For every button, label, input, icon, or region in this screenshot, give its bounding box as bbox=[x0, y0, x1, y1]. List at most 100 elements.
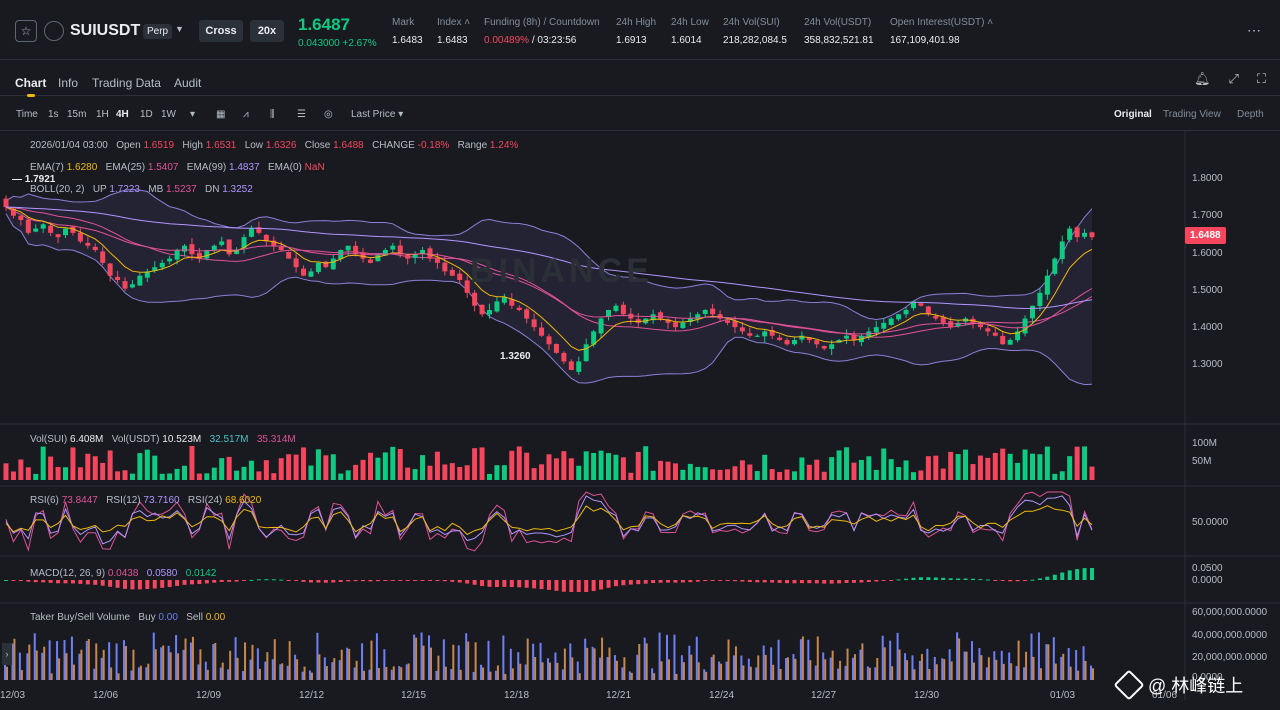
taker-buy-bar bbox=[465, 633, 468, 680]
macd-bar bbox=[628, 580, 633, 585]
macd-bar bbox=[532, 580, 537, 589]
taker-sell-bar bbox=[950, 661, 953, 680]
candle-body bbox=[516, 307, 522, 310]
macd-bar bbox=[859, 580, 864, 583]
price-type-select[interactable]: Last Price ▾ bbox=[351, 109, 404, 120]
ohlc-legend: 2026/01/04 03:00 Open 1.6519 High 1.6531… bbox=[30, 140, 519, 151]
expand-left-icon[interactable]: › bbox=[2, 643, 12, 665]
taker-buy-bar bbox=[770, 647, 773, 680]
ema-legend: EMA(7) 1.6280 EMA(25) 1.5407 EMA(99) 1.4… bbox=[30, 162, 325, 173]
stat-open-interest[interactable]: Open Interest(USDT) ˄ 167,109,401.98 bbox=[890, 17, 994, 46]
candle-body bbox=[204, 250, 210, 259]
taker-sell-bar bbox=[779, 668, 782, 680]
stat-24h-low: 24h Low 1.6014 bbox=[671, 17, 709, 46]
taker-buy-bar bbox=[368, 669, 371, 680]
taker-buy-bar bbox=[123, 640, 126, 680]
taker-sell-bar bbox=[363, 670, 366, 680]
more-icon[interactable]: ⋯ bbox=[1247, 22, 1262, 38]
fullscreen-icon[interactable]: ⛶ bbox=[1256, 71, 1266, 86]
interval-more-icon[interactable]: ▾ bbox=[190, 109, 196, 120]
candle-body bbox=[539, 327, 545, 336]
margin-mode-button[interactable]: Cross bbox=[199, 20, 243, 42]
macd-bar bbox=[1045, 576, 1050, 580]
taker-sell-bar bbox=[266, 652, 269, 680]
candle-body bbox=[851, 334, 857, 340]
volume-bar bbox=[1067, 456, 1073, 480]
taker-buy-bar bbox=[145, 667, 148, 680]
volume-bar bbox=[434, 451, 440, 480]
macd-bar bbox=[375, 580, 380, 582]
volume-bar bbox=[204, 473, 210, 480]
macd-bar bbox=[918, 577, 923, 580]
taker-sell-bar bbox=[95, 643, 98, 680]
taker-sell-bar bbox=[281, 663, 284, 680]
taker-sell-bar bbox=[578, 673, 581, 680]
volume-bar bbox=[725, 469, 731, 480]
macd-bar bbox=[837, 580, 842, 584]
volume-bar bbox=[568, 458, 574, 480]
macd-bar bbox=[405, 580, 410, 581]
tab-chart[interactable]: Chart bbox=[15, 76, 47, 90]
bell-icon[interactable]: 🔔︎ bbox=[1193, 71, 1211, 86]
tab-audit[interactable]: Audit bbox=[174, 76, 202, 90]
taker-sell-bar bbox=[541, 662, 544, 680]
volume-bar bbox=[412, 469, 418, 480]
macd-bar bbox=[517, 580, 522, 588]
taker-sell-bar bbox=[147, 663, 150, 680]
volume-bar bbox=[814, 459, 820, 480]
stat-index[interactable]: Index ˄ 1.6483 bbox=[437, 17, 471, 46]
candle-body bbox=[695, 314, 701, 320]
interval-1s[interactable]: 1s bbox=[48, 109, 59, 120]
tab-trading-data[interactable]: Trading Data bbox=[92, 76, 161, 90]
volume-bar bbox=[1082, 446, 1088, 480]
view-depth[interactable]: Depth bbox=[1237, 109, 1264, 120]
interval-1h[interactable]: 1H bbox=[96, 109, 109, 120]
taker-sell-bar bbox=[876, 658, 879, 680]
macd-bar bbox=[1008, 580, 1013, 582]
taker-sell-bar bbox=[608, 647, 611, 680]
candle-body bbox=[762, 331, 768, 337]
taker-buy-bar bbox=[561, 669, 564, 680]
calendar-icon[interactable]: ▦ bbox=[216, 109, 226, 120]
favorite-star-icon[interactable]: ☆ bbox=[15, 20, 37, 42]
symbol-name[interactable]: SUIUSDT bbox=[70, 22, 141, 39]
macd-bar bbox=[338, 580, 343, 582]
candle-body bbox=[256, 227, 262, 233]
interval-1d[interactable]: 1D bbox=[140, 109, 153, 120]
view-original[interactable]: Original bbox=[1114, 109, 1152, 120]
symbol-dropdown-icon[interactable]: ▼ bbox=[175, 24, 184, 34]
indicator-icon[interactable]: ⩘ bbox=[243, 109, 249, 120]
tab-info[interactable]: Info bbox=[58, 76, 79, 90]
candle-body bbox=[583, 344, 589, 362]
target-icon[interactable]: ◎ bbox=[324, 109, 333, 120]
macd-bar bbox=[814, 580, 819, 584]
taker-sell-bar bbox=[794, 658, 797, 680]
taker-sell-bar bbox=[139, 665, 142, 680]
view-trading-view[interactable]: Trading View bbox=[1163, 109, 1221, 120]
macd-bar bbox=[145, 580, 150, 590]
expand-icon[interactable]: ⤢ bbox=[1228, 71, 1239, 86]
candle-body bbox=[680, 322, 686, 329]
candle-type-icon[interactable]: ⫼ bbox=[270, 109, 275, 120]
volume-bar bbox=[598, 450, 604, 480]
taker-buy-bar bbox=[666, 634, 669, 680]
taker-buy-bar bbox=[502, 635, 505, 680]
volume-bar bbox=[509, 450, 515, 480]
macd-bar bbox=[331, 580, 336, 583]
interval-15m[interactable]: 15m bbox=[67, 109, 87, 120]
macd-bar bbox=[18, 580, 23, 581]
taker-buy-bar bbox=[442, 639, 445, 680]
taker-buy-bar bbox=[78, 653, 81, 680]
taker-sell-bar bbox=[764, 654, 767, 680]
taker-sell-bar bbox=[102, 649, 105, 680]
macd-bar bbox=[554, 580, 559, 591]
taker-buy-bar bbox=[606, 657, 609, 680]
interval-4h[interactable]: 4H bbox=[116, 109, 129, 120]
leverage-button[interactable]: 20x bbox=[250, 20, 284, 42]
volume-bar bbox=[732, 466, 738, 480]
settings-icon[interactable]: ☰ bbox=[297, 109, 306, 120]
interval-1w[interactable]: 1W bbox=[161, 109, 176, 120]
macd-bar bbox=[963, 578, 968, 580]
taker-buy-bar bbox=[576, 661, 579, 680]
